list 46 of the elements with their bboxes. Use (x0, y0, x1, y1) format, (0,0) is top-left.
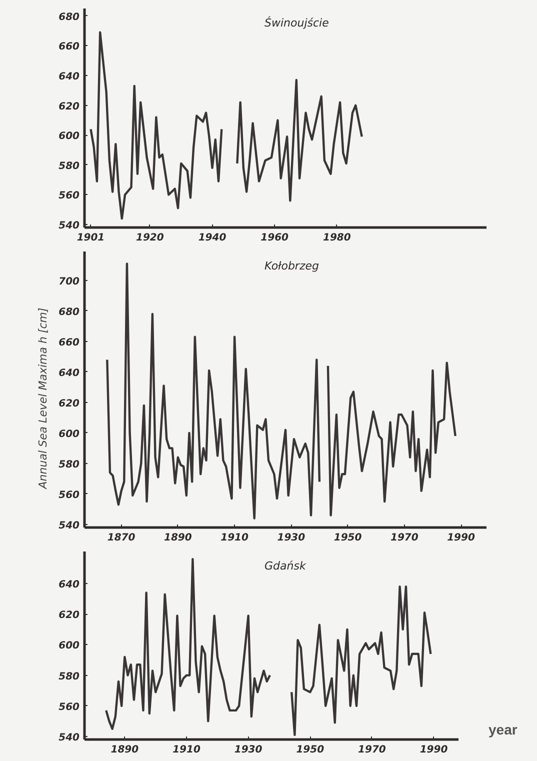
x-tick-label: 1870 (107, 532, 136, 544)
y-tick-label: 640 (58, 580, 80, 591)
x-tick-label: 1920 (136, 232, 164, 244)
y-axis-title: Annual Sea Level Maxima h [cm] (36, 308, 50, 490)
y-tick-label: 600 (58, 640, 80, 652)
x-tick-label: 1960 (260, 232, 289, 244)
y-tick-label: 560 (58, 190, 80, 202)
y-tick-label: 640 (58, 368, 80, 379)
y-tick-label: 680 (58, 306, 80, 318)
x-tick-label: 1930 (234, 744, 262, 756)
x-tick-label: 1890 (110, 744, 139, 756)
text: Świnoujście (264, 16, 330, 30)
x-tick-label: 1990 (447, 532, 475, 544)
x-tick-label: 1990 (420, 744, 448, 756)
y-tick-label: 560 (58, 490, 80, 501)
y-tick-label: 540 (58, 220, 80, 232)
y-tick-label: 580 (58, 459, 80, 470)
x-tick-label: 1940 (198, 232, 226, 244)
text: Gdańsk (264, 560, 306, 572)
y-tick-label: 600 (58, 428, 80, 440)
y-tick-label: 660 (58, 42, 80, 53)
x-tick-label: 1910 (172, 744, 200, 756)
y-tick-label: 580 (58, 160, 80, 172)
x-tick-label: 1980 (323, 232, 351, 244)
y-tick-label: 640 (58, 72, 80, 83)
y-tick-label: 620 (58, 398, 80, 410)
y-tick-label: 620 (58, 610, 80, 622)
y-tick-label: 680 (58, 12, 80, 23)
x-tick-label: 1901 (76, 232, 105, 244)
y-tick-label: 660 (58, 337, 80, 348)
y-tick-label: 560 (58, 702, 80, 713)
y-tick-label: 700 (58, 276, 80, 288)
x-tick-label: 1890 (164, 532, 192, 544)
x-axis-title: year (488, 722, 518, 738)
x-tick-label: 1970 (390, 532, 418, 544)
x-tick-label: 1950 (296, 744, 324, 756)
text: Kołobrzeg (264, 260, 319, 272)
y-tick-label: 540 (58, 732, 80, 744)
x-tick-label: 1930 (277, 532, 306, 544)
y-tick-label: 540 (58, 520, 80, 532)
x-tick-label: 1970 (358, 744, 386, 756)
x-tick-label: 1950 (334, 532, 362, 544)
x-tick-label: 1910 (220, 532, 248, 544)
y-tick-label: 620 (58, 101, 80, 112)
y-tick-label: 600 (58, 131, 80, 142)
y-tick-label: 580 (58, 671, 80, 682)
